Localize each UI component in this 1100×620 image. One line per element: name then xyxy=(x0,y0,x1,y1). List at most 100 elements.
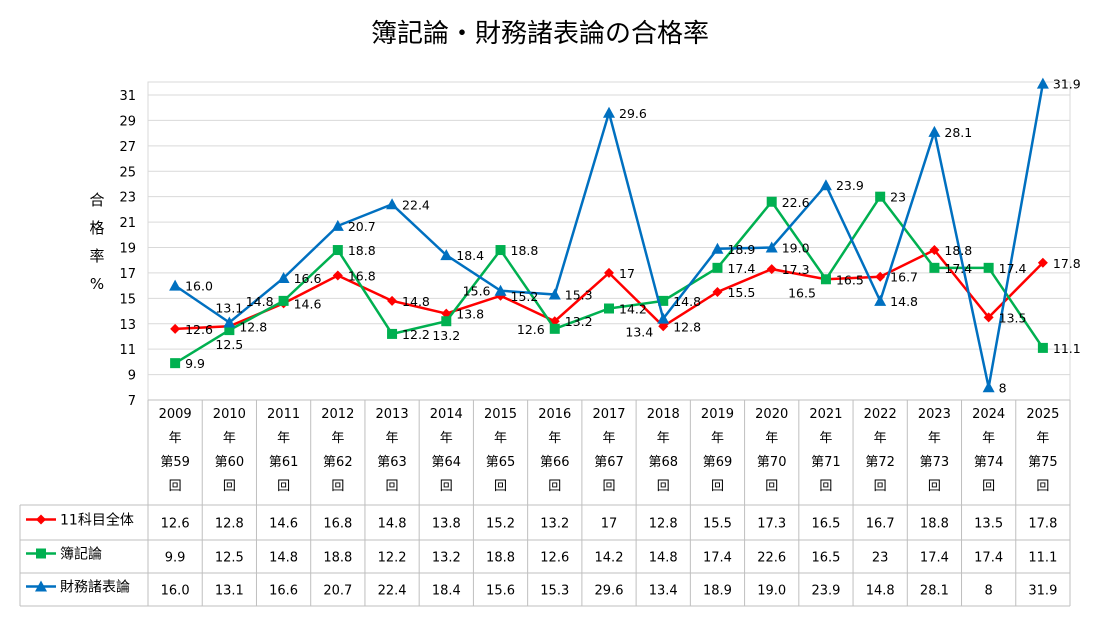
x-tick-label: 回 xyxy=(277,479,290,494)
x-tick-label: 第62 xyxy=(323,455,353,470)
data-label: 15.5 xyxy=(727,285,755,300)
data-label: 23.9 xyxy=(836,178,864,193)
x-tick-label: 2016 xyxy=(538,407,571,422)
marker-square xyxy=(36,548,46,559)
table-cell: 16.5 xyxy=(811,517,840,532)
data-label: 14.6 xyxy=(294,296,322,311)
legend-entry: 簿記論 xyxy=(26,546,102,563)
y-axis-label: 合格率% xyxy=(89,191,104,293)
x-tick-label: 2018 xyxy=(647,407,680,422)
x-tick-label: 年 xyxy=(1036,431,1049,446)
data-label: 31.9 xyxy=(1053,77,1081,92)
x-tick-label: 2014 xyxy=(430,407,463,422)
x-tick-label: 年 xyxy=(819,431,832,446)
data-label: 17.4 xyxy=(727,261,755,276)
marker-triangle xyxy=(657,312,670,324)
data-label: 13.2 xyxy=(565,314,593,329)
table-cell: 18.4 xyxy=(432,584,461,599)
x-tick-label: 回 xyxy=(440,479,453,494)
x-tick-label: 2015 xyxy=(484,407,517,422)
table-cell: 13.4 xyxy=(649,584,678,599)
data-label: 8 xyxy=(999,380,1007,395)
y-tick-label: 11 xyxy=(119,343,136,358)
x-tick-label: 第71 xyxy=(811,455,841,470)
data-label: 12.8 xyxy=(239,319,267,334)
table-cell: 13.1 xyxy=(215,584,244,599)
table-cell: 13.8 xyxy=(432,517,461,532)
marker-diamond xyxy=(766,264,777,275)
table-cell: 14.8 xyxy=(866,584,895,599)
data-label: 16.5 xyxy=(788,285,816,300)
marker-diamond xyxy=(604,267,614,278)
y-label-char: 率 xyxy=(89,247,104,265)
y-label-char: 格 xyxy=(89,219,104,237)
marker-diamond xyxy=(332,270,343,281)
x-tick-label: 年 xyxy=(602,431,615,446)
table-cell: 14.8 xyxy=(378,517,407,532)
data-label: 12.2 xyxy=(402,327,430,342)
y-tick-label: 29 xyxy=(119,114,136,129)
x-tick-label: 回 xyxy=(819,479,832,494)
marker-triangle xyxy=(277,272,290,283)
marker-square xyxy=(983,262,994,273)
data-label: 18.8 xyxy=(511,243,539,258)
table-cell: 13.2 xyxy=(540,517,569,532)
table-cell: 12.6 xyxy=(161,517,190,532)
marker-triangle xyxy=(223,316,236,328)
marker-triangle xyxy=(874,294,887,306)
marker-triangle xyxy=(819,179,832,191)
x-tick-label: 第59 xyxy=(160,455,190,470)
x-tick-label: 年 xyxy=(223,431,236,446)
data-label: 18.8 xyxy=(944,243,972,258)
marker-triangle xyxy=(603,106,615,118)
y-label-char: % xyxy=(90,275,104,293)
x-tick-label: 2009 xyxy=(159,407,192,422)
x-tick-label: 回 xyxy=(765,479,778,494)
data-label: 17.3 xyxy=(782,262,810,277)
x-tick-label: 2025 xyxy=(1026,407,1059,422)
data-label: 16.6 xyxy=(294,271,322,286)
data-labels: 12.6 12.8 14.6 16.8 14.8 13.8 15.2 13.2 17 12.8 15… xyxy=(185,77,1081,396)
table-cell: 17.4 xyxy=(703,551,732,566)
table-cell: 14.2 xyxy=(595,551,624,566)
y-tick-label: 9 xyxy=(128,369,136,384)
marker-triangle xyxy=(982,381,995,393)
x-tick-label: 年 xyxy=(548,431,561,446)
x-tick-label: 2012 xyxy=(321,407,354,422)
y-tick-label: 13 xyxy=(119,318,136,333)
x-tick-label: 第63 xyxy=(377,455,407,470)
data-label: 16.0 xyxy=(185,279,213,294)
y-tick-label: 19 xyxy=(119,242,136,257)
table-cell: 15.6 xyxy=(486,584,515,599)
data-label: 18.8 xyxy=(348,243,376,258)
x-tick-label: 第73 xyxy=(920,455,950,470)
table-cell: 23 xyxy=(872,551,889,566)
table-cell: 28.1 xyxy=(920,584,949,599)
table-cell: 15.2 xyxy=(486,517,515,532)
x-tick-label: 年 xyxy=(657,431,670,446)
marker-triangle xyxy=(386,198,399,210)
x-tick-label: 2010 xyxy=(213,407,246,422)
series-line xyxy=(174,83,1045,388)
marker-square xyxy=(170,358,181,369)
data-label: 17.8 xyxy=(1053,256,1081,271)
table-cell: 16.5 xyxy=(811,551,840,566)
x-tick-label: 回 xyxy=(548,479,561,494)
x-tick-label: 2011 xyxy=(267,407,300,422)
table-cell: 14.8 xyxy=(649,551,678,566)
table-cell: 15.3 xyxy=(540,584,569,599)
marker-square xyxy=(658,295,669,306)
x-tick-label: 2020 xyxy=(755,407,788,422)
legend-entry: 財務諸表論 xyxy=(26,580,130,596)
table-cell: 13.2 xyxy=(432,551,461,566)
table-cell: 12.6 xyxy=(540,551,569,566)
x-tick-label: 回 xyxy=(711,479,724,494)
x-tick-label: 第64 xyxy=(432,455,462,470)
data-label: 17 xyxy=(619,266,635,281)
y-tick-label: 25 xyxy=(119,165,136,180)
marker-diamond xyxy=(875,271,886,282)
x-tick-label: 2013 xyxy=(376,407,409,422)
marker-triangle xyxy=(1036,77,1049,89)
x-tick-label: 回 xyxy=(494,479,507,494)
